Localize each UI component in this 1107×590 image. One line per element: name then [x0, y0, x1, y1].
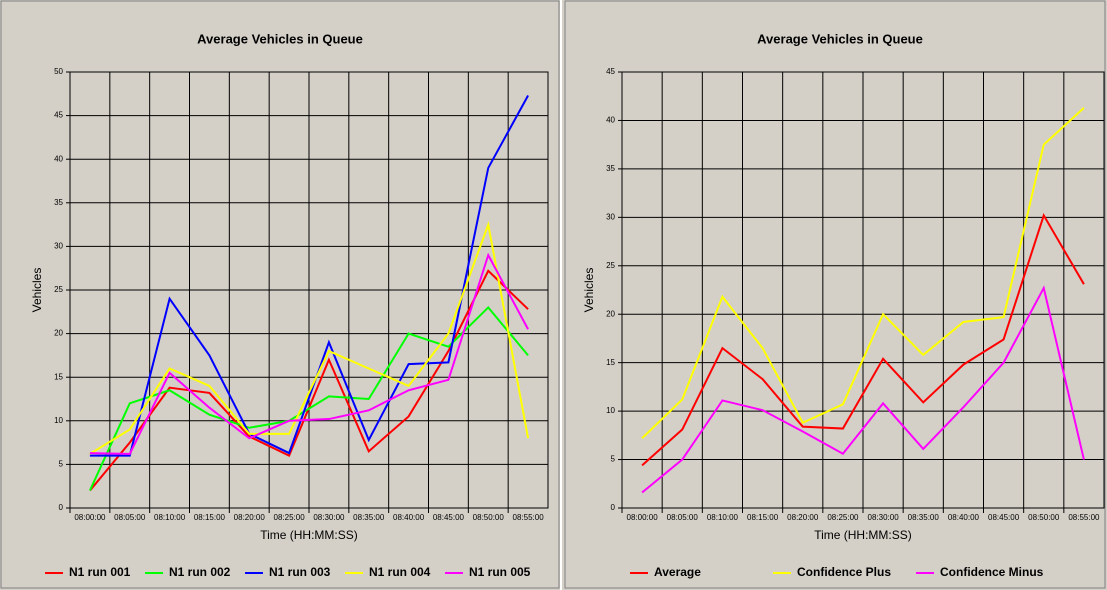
x-tick-label: 08:15:00	[747, 513, 779, 522]
legend-label: Confidence Plus	[797, 565, 891, 579]
x-tick-label: 08:45:00	[433, 513, 465, 522]
x-tick-label: 08:20:00	[787, 513, 819, 522]
y-tick-label: 30	[606, 212, 615, 221]
legend-label: N1 run 001	[69, 565, 131, 579]
x-tick-label: 08:30:00	[313, 513, 345, 522]
y-tick-label: 10	[54, 416, 63, 425]
y-tick-label: 10	[606, 406, 615, 415]
legend-label: N1 run 004	[369, 565, 431, 579]
x-tick-label: 08:00:00	[627, 513, 659, 522]
series-line	[89, 95, 529, 457]
x-axis-label: Time (HH:MM:SS)	[260, 528, 358, 542]
x-tick-label: 08:10:00	[707, 513, 739, 522]
y-tick-label: 20	[606, 309, 615, 318]
x-tick-label: 08:35:00	[353, 513, 385, 522]
y-tick-label: 40	[606, 116, 615, 125]
y-tick-label: 45	[54, 111, 63, 120]
x-axis-label: Time (HH:MM:SS)	[814, 528, 912, 542]
y-tick-label: 50	[54, 67, 63, 76]
y-tick-label: 15	[54, 372, 63, 381]
legend-label: N1 run 002	[169, 565, 231, 579]
y-tick-label: 0	[59, 503, 64, 512]
y-tick-label: 5	[611, 455, 616, 464]
x-tick-label: 08:50:00	[1028, 513, 1060, 522]
x-tick-label: 08:40:00	[948, 513, 980, 522]
x-tick-label: 08:15:00	[194, 513, 226, 522]
y-tick-label: 15	[606, 358, 615, 367]
series-line	[641, 285, 1085, 494]
series-line	[641, 212, 1085, 467]
x-tick-label: 08:05:00	[667, 513, 699, 522]
y-tick-label: 25	[606, 261, 615, 270]
x-tick-label: 08:00:00	[74, 513, 106, 522]
x-tick-label: 08:35:00	[908, 513, 940, 522]
y-tick-label: 35	[606, 164, 615, 173]
legend-label: Average	[654, 565, 701, 579]
x-tick-label: 08:10:00	[154, 513, 186, 522]
x-tick-label: 08:30:00	[868, 513, 900, 522]
series-line	[89, 305, 529, 491]
legend-label: N1 run 003	[269, 565, 331, 579]
series-line	[89, 220, 530, 455]
series-line	[89, 252, 529, 455]
x-tick-label: 08:55:00	[1068, 513, 1100, 522]
x-tick-label: 08:40:00	[393, 513, 425, 522]
x-tick-label: 08:25:00	[827, 513, 859, 522]
legend-label: Confidence Minus	[940, 565, 1044, 579]
chart-title: Average Vehicles in Queue	[197, 31, 363, 46]
y-tick-label: 45	[606, 67, 615, 76]
series-line	[641, 107, 1085, 439]
legend-label: N1 run 005	[469, 565, 531, 579]
y-tick-label: 40	[54, 154, 63, 163]
y-tick-label: 35	[54, 198, 63, 207]
y-tick-label: 5	[59, 460, 64, 469]
y-axis-label: Vehicles	[30, 268, 44, 313]
x-tick-label: 08:55:00	[513, 513, 545, 522]
x-tick-label: 08:50:00	[473, 513, 505, 522]
x-tick-label: 08:45:00	[988, 513, 1020, 522]
x-tick-label: 08:05:00	[114, 513, 146, 522]
x-tick-label: 08:20:00	[234, 513, 266, 522]
chart-title: Average Vehicles in Queue	[757, 31, 923, 46]
y-tick-label: 25	[54, 285, 63, 294]
y-axis-label: Vehicles	[582, 268, 596, 313]
y-tick-label: 0	[611, 503, 616, 512]
y-tick-label: 20	[54, 329, 63, 338]
x-tick-label: 08:25:00	[274, 513, 306, 522]
y-tick-label: 30	[54, 242, 63, 251]
